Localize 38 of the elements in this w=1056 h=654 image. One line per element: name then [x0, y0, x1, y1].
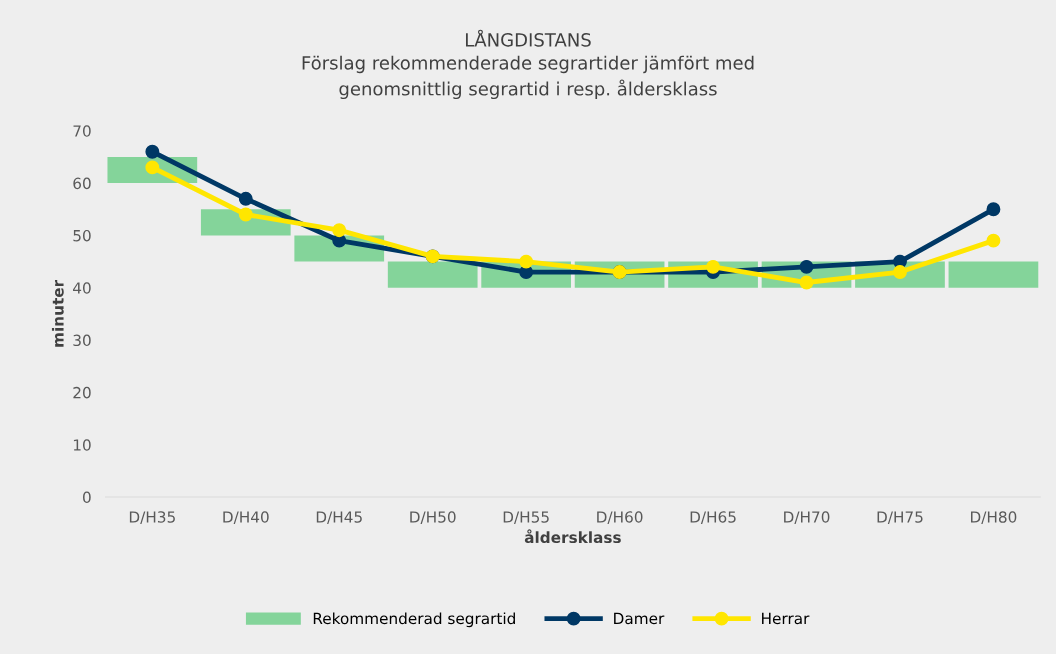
point [986, 202, 1001, 217]
bar [387, 261, 478, 288]
x-tick-label: D/H60 [597, 511, 643, 524]
y-tick-label: 20 [73, 386, 91, 399]
point [519, 254, 534, 269]
x-tick-label: D/H65 [690, 511, 736, 524]
x-axis-title: åldersklass [524, 529, 621, 544]
point [238, 207, 253, 222]
y-tick-label: 40 [73, 282, 91, 294]
point [238, 191, 253, 206]
chart-title: LÅNGDISTANS Förslag rekommenderade segrartider jämfört med genomsnittlig segrartid i resp. åldersklass [302, 29, 754, 100]
y-tick-label: 70 [73, 125, 91, 137]
x-tick-label: D/H80 [971, 511, 1017, 524]
x-tick-label: D/H55 [503, 511, 549, 524]
point [706, 259, 721, 274]
x-tick-label: D/H70 [784, 511, 830, 524]
point [799, 259, 814, 274]
point [986, 233, 1001, 248]
y-tick-label: 10 [73, 439, 91, 451]
y-tick-label: 50 [73, 229, 91, 242]
x-tick-label: D/H50 [410, 511, 456, 524]
y-axis-title: minuter [51, 279, 64, 347]
legend-label: Rekommenderad segrartid [313, 612, 515, 628]
x-tick-label: D/H45 [316, 511, 362, 524]
y-tick-label: 0 [83, 491, 91, 504]
point [145, 160, 160, 175]
point [799, 275, 814, 290]
legend-label: Herrar [762, 612, 810, 625]
legend-label: Damer [614, 612, 665, 625]
x-tick-label: D/H75 [877, 511, 923, 524]
y-tick-label: 60 [73, 177, 91, 190]
bar [948, 261, 1039, 288]
point [332, 223, 347, 238]
x-tick-label: D/H40 [223, 511, 269, 524]
x-tick-label: D/H35 [129, 511, 175, 524]
point [893, 265, 907, 280]
y-tick-label: 30 [73, 334, 91, 347]
point [145, 144, 160, 159]
